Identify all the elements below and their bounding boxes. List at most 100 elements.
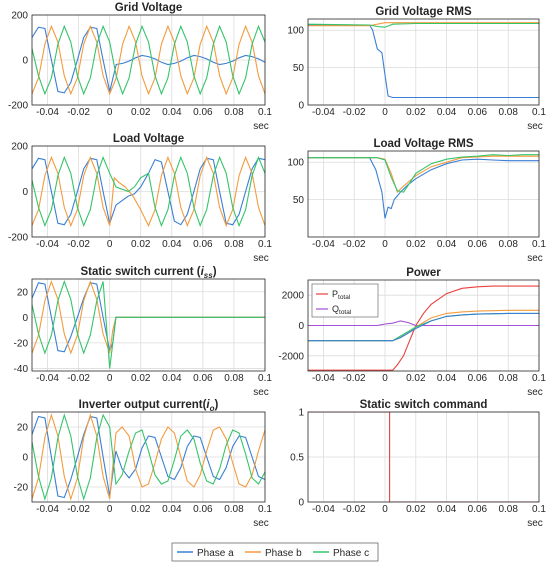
series-line-phase-1 [32, 413, 265, 501]
y-tick-label: -200 [8, 233, 28, 244]
legend-subscript: total [338, 294, 351, 301]
chart-title: Grid Voltage RMS [375, 6, 472, 18]
x-tick-label: -0.02 [343, 373, 366, 384]
x-tick-label: 0 [382, 239, 388, 250]
y-tick-label: 0 [298, 101, 304, 112]
phase-legend-label: Phase b [265, 548, 302, 559]
x-tick-label: 0.02 [131, 373, 151, 384]
y-tick-label: 1 [298, 408, 304, 419]
x-tick-label: 0.08 [498, 504, 518, 515]
x-tick-label: 0 [107, 239, 113, 250]
chart-power: -0.04 -0.02 0 0.02 0.04 0.06 0.08 0.1 -2000 0 2000… [278, 267, 546, 398]
x-tick-label: 0.04 [437, 373, 457, 384]
y-tick-label: 0 [22, 56, 28, 67]
x-tick-label: 0.02 [406, 239, 426, 250]
x-axis-label: sec [253, 253, 269, 264]
y-tick-label: 200 [11, 142, 28, 153]
x-axis-label: sec [527, 518, 543, 529]
x-tick-label: 0 [107, 504, 113, 515]
y-tick-label: 50 [293, 195, 305, 206]
plot-area [308, 19, 539, 105]
phase-legend-label: Phase c [333, 548, 369, 559]
x-tick-label: 0.08 [224, 239, 244, 250]
plot-border [31, 14, 266, 106]
chart-title: Static switch command [360, 399, 488, 411]
x-tick-label: 0.04 [437, 504, 457, 515]
x-tick-label: -0.04 [36, 107, 59, 118]
legend-subscript: total [339, 309, 352, 316]
y-tick-label: -200 [8, 101, 28, 112]
x-axis-label: sec [527, 253, 543, 264]
series-line-phase-1 [32, 155, 265, 228]
series-line-phase-0 [32, 415, 265, 499]
series-line-phase-0 [308, 24, 539, 99]
x-tick-label: 0.08 [498, 373, 518, 384]
x-tick-label: 0.06 [193, 373, 213, 384]
chart-legend-box [311, 283, 379, 318]
x-tick-label: -0.04 [36, 239, 59, 250]
x-tick-label: 0.06 [193, 504, 213, 515]
plot-border [31, 145, 266, 238]
y-tick-label: 100 [287, 26, 304, 37]
plot-area [32, 279, 265, 371]
y-tick-label: 20 [17, 423, 29, 434]
x-tick-label: 0.04 [162, 373, 182, 384]
x-tick-label: 0.1 [258, 373, 272, 384]
x-axis-label: sec [253, 518, 269, 529]
y-tick-label: -2000 [278, 351, 304, 362]
x-tick-label: 0.1 [258, 107, 272, 118]
series-line-phase-2 [308, 154, 539, 193]
y-tick-label: 0 [22, 187, 28, 198]
series-line-phase-0 [308, 157, 539, 219]
plot-border [31, 278, 266, 372]
x-tick-label: 0.02 [406, 504, 426, 515]
plot-border [307, 411, 540, 503]
x-tick-label: 0.06 [193, 107, 213, 118]
x-tick-label: 0.06 [193, 239, 213, 250]
x-tick-label: 0.02 [131, 107, 151, 118]
chart-title: Power [406, 267, 441, 279]
chart-title: Load Voltage RMS [373, 138, 473, 150]
series-line-phase-1 [308, 22, 539, 27]
x-tick-label: 0.04 [437, 107, 457, 118]
x-axis-label: sec [253, 387, 269, 398]
title-suffix: ) [213, 266, 217, 278]
x-tick-label: 0.1 [532, 107, 546, 118]
series-line-phase-1 [32, 24, 265, 96]
x-tick-label: 0.04 [437, 239, 457, 250]
x-tick-label: 0.02 [131, 504, 151, 515]
x-tick-label: 0 [107, 107, 113, 118]
x-tick-label: 0.06 [468, 504, 488, 515]
x-tick-label: 0.1 [532, 373, 546, 384]
x-tick-label: -0.04 [312, 373, 335, 384]
chart-title: Inverter output current(io) [79, 399, 219, 413]
series-line-phase-2 [32, 155, 265, 228]
chart-static-switch-command: -0.04 -0.02 0 0.02 0.04 0.06 0.08 0.1 0 0.5 1 Stati… [290, 399, 546, 529]
x-tick-label: 0.02 [406, 107, 426, 118]
title-subscript: ss [204, 271, 213, 280]
x-tick-label: 0.08 [224, 107, 244, 118]
series-line-phase-1 [32, 279, 265, 355]
plot-border [31, 411, 266, 503]
x-tick-label: 0.02 [131, 239, 151, 250]
y-tick-label: -20 [14, 338, 29, 349]
y-tick-label: 200 [11, 11, 28, 22]
x-tick-label: 0.02 [406, 373, 426, 384]
x-tick-label: 0.06 [468, 373, 488, 384]
series-line-phase-1 [308, 155, 539, 194]
y-tick-label: 0 [22, 313, 28, 324]
phase-legend-label: Phase a [197, 548, 234, 559]
y-tick-label: -40 [14, 364, 29, 375]
x-axis-label: sec [527, 121, 543, 132]
x-tick-label: 0.1 [532, 239, 546, 250]
y-tick-label: 20 [17, 287, 29, 298]
y-tick-label: 0 [298, 321, 304, 332]
x-tick-label: -0.04 [312, 107, 335, 118]
y-tick-label: 100 [287, 158, 304, 169]
x-tick-label: 0.08 [224, 504, 244, 515]
phase-legend: Phase a Phase b Phase c [171, 542, 379, 562]
x-tick-label: -0.02 [67, 373, 90, 384]
x-tick-label: 0.1 [258, 504, 272, 515]
